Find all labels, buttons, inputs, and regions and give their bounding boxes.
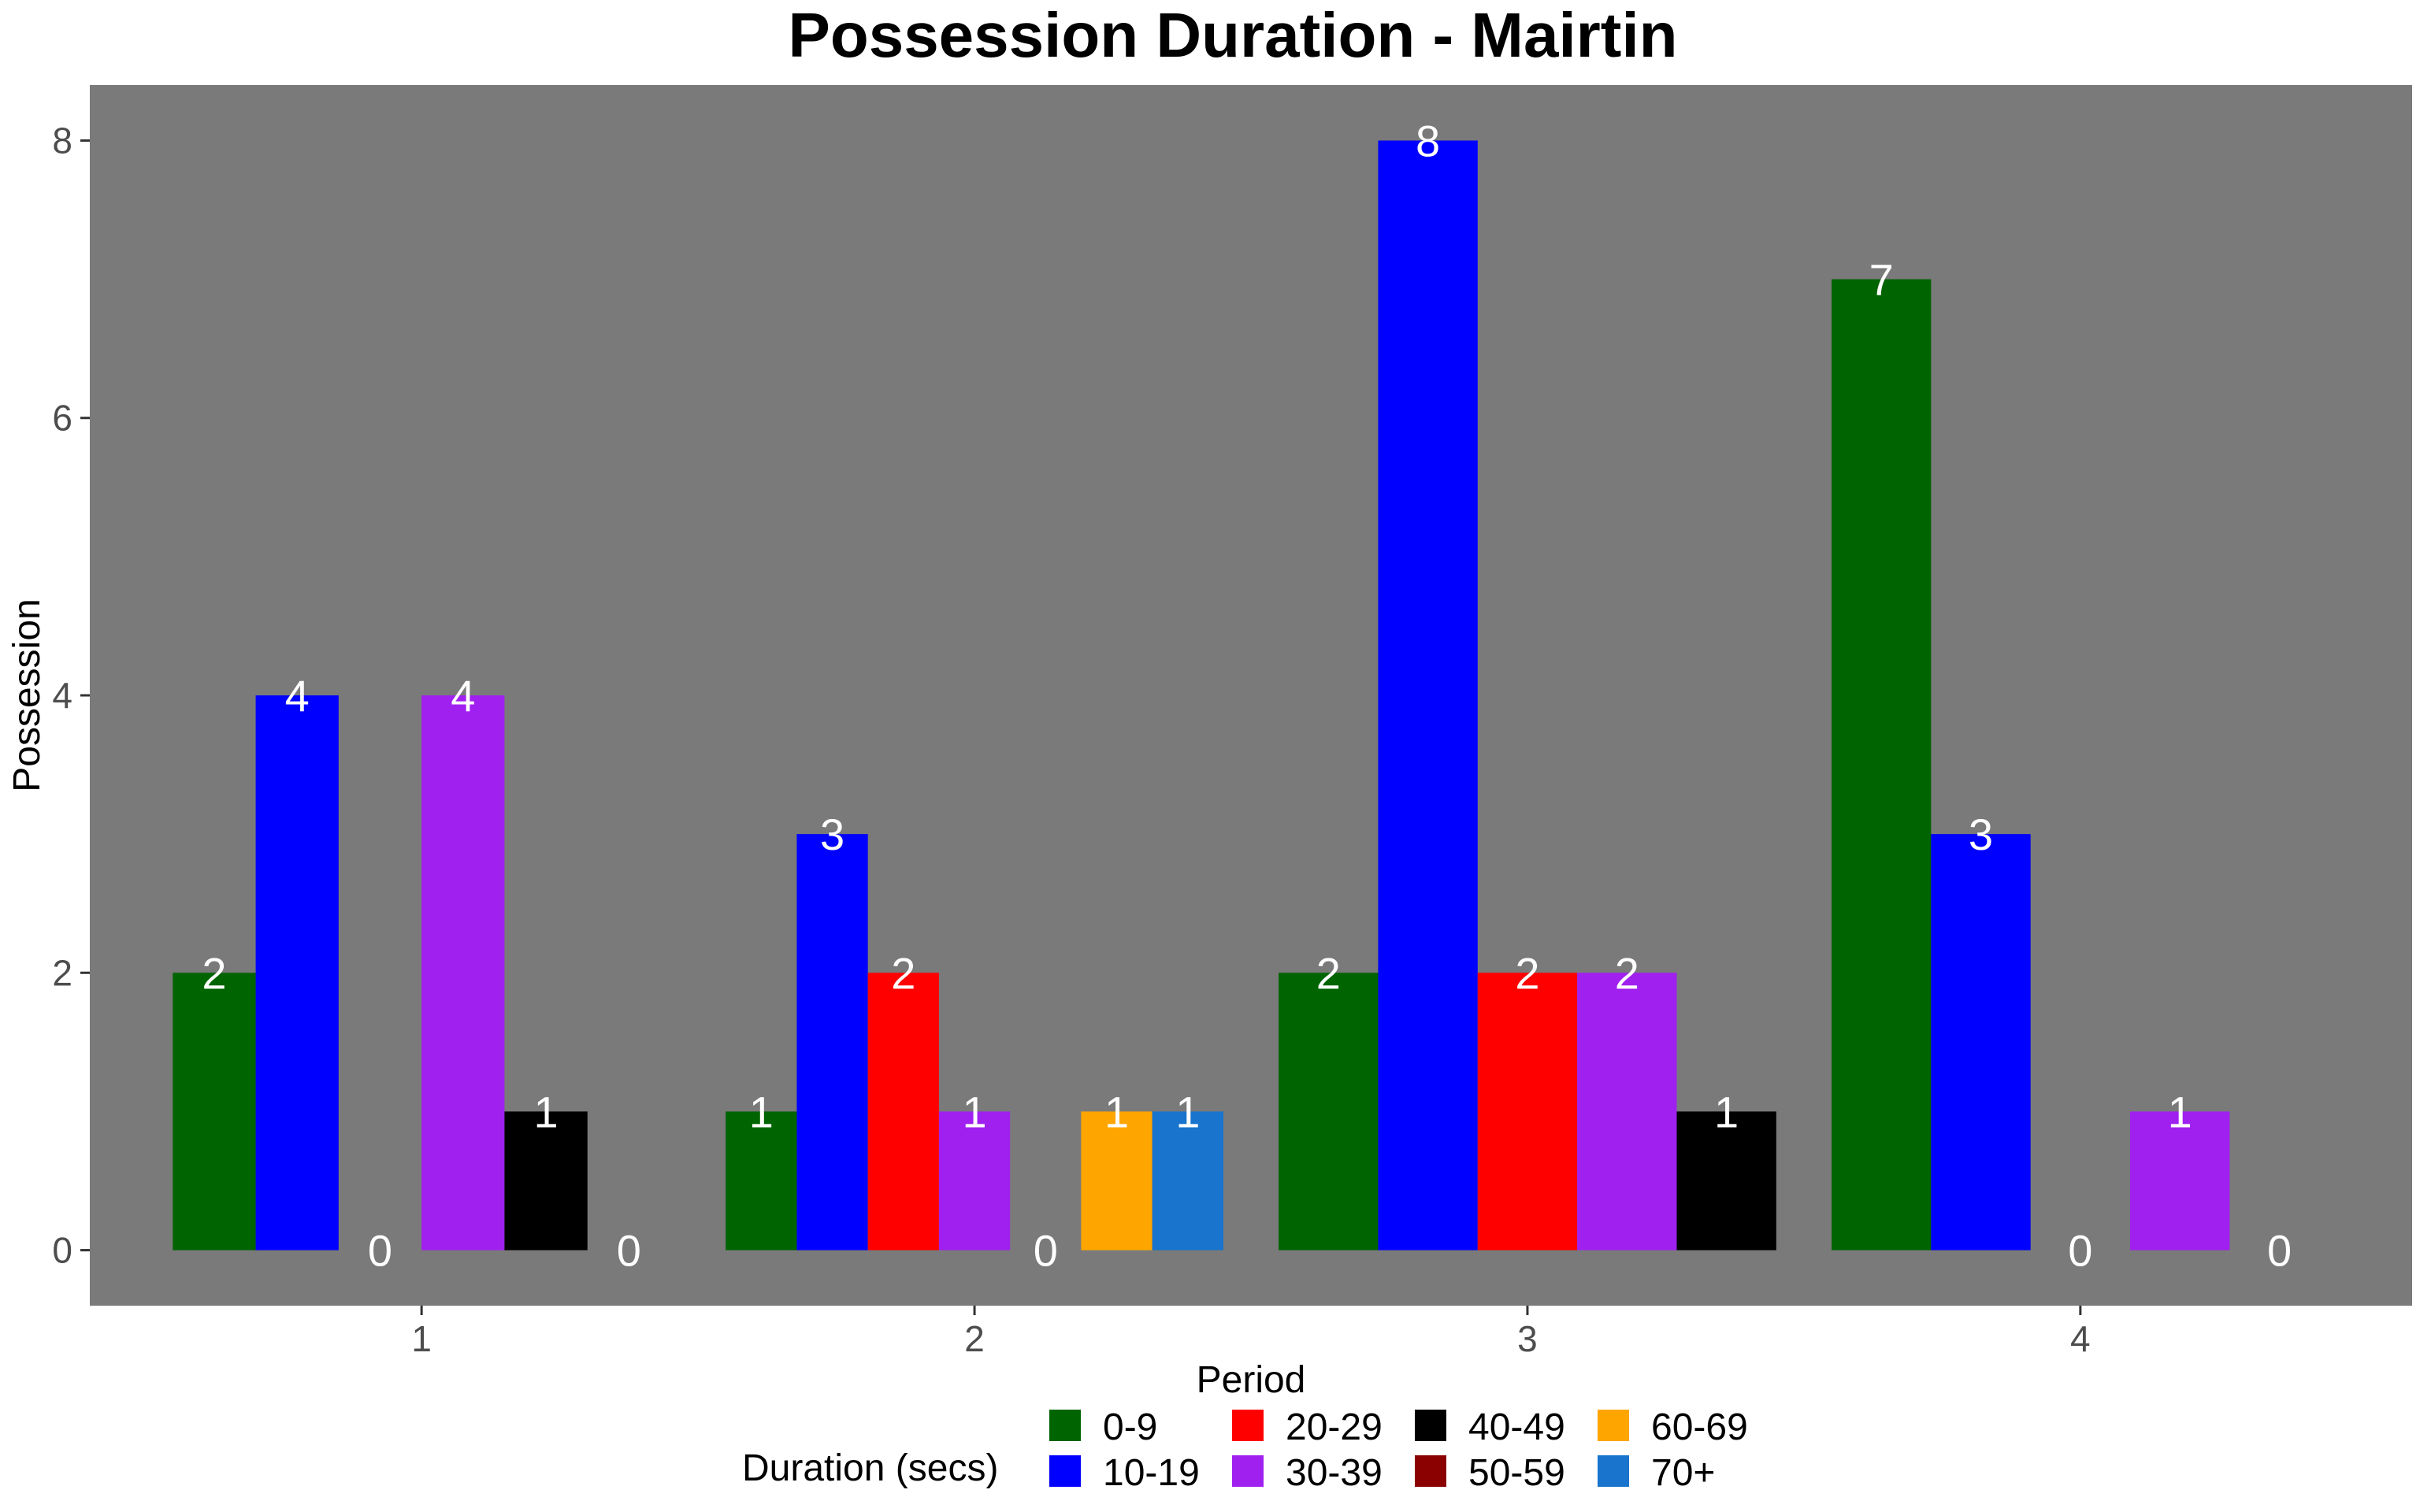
bar-value-label: 1 (1175, 1087, 1200, 1136)
bar (2130, 1111, 2230, 1251)
chart-title: Possession Duration - Mairtin (788, 0, 1677, 70)
bars (173, 140, 2230, 1251)
legend-label: 10-19 (1103, 1452, 1200, 1494)
bar (1676, 1111, 1776, 1251)
bar (421, 695, 505, 1251)
bar-value-label: 1 (533, 1087, 558, 1136)
bar (1081, 1111, 1152, 1251)
bar-value-label: 0 (1034, 1226, 1058, 1276)
legend-swatch (1232, 1455, 1264, 1487)
legend-swatch (1049, 1410, 1081, 1441)
bar-value-label: 4 (451, 671, 475, 721)
y-tick-label: 6 (52, 398, 72, 439)
bar-value-label: 7 (1869, 255, 1894, 305)
bar (255, 695, 339, 1251)
bar-value-label: 2 (202, 948, 226, 998)
y-tick-label: 2 (52, 952, 72, 993)
bar (938, 1111, 1011, 1251)
bar-value-label: 3 (820, 810, 844, 859)
bar (1279, 973, 1379, 1251)
bar-value-label: 1 (1714, 1087, 1739, 1136)
x-tick-label: 3 (1517, 1318, 1538, 1359)
bar-value-label: 8 (1416, 116, 1440, 165)
bar-value-label: 4 (285, 671, 310, 721)
legend-swatch (1598, 1410, 1629, 1441)
legend-label: 60-69 (1651, 1406, 1748, 1448)
legend-label: 40-49 (1468, 1406, 1565, 1448)
bar (173, 973, 256, 1251)
y-tick-label: 0 (52, 1230, 72, 1271)
x-axis: 1 2 3 4 (411, 1306, 2091, 1359)
bar-value-label: 1 (962, 1087, 986, 1136)
legend-label: 20-29 (1286, 1406, 1383, 1448)
y-tick-label: 8 (52, 120, 72, 161)
bar-value-label: 2 (1515, 948, 1539, 998)
legend-title: Duration (secs) (742, 1447, 998, 1489)
bar-value-label: 2 (891, 948, 915, 998)
bar (726, 1111, 797, 1251)
legend-label: 70+ (1651, 1452, 1715, 1494)
bar-value-label: 2 (1316, 948, 1341, 998)
bar-value-label: 2 (1615, 948, 1639, 998)
bar-value-label: 1 (1104, 1087, 1129, 1136)
bar (867, 973, 939, 1251)
bar-value-label: 3 (1969, 810, 1993, 859)
legend-swatch (1598, 1455, 1629, 1487)
bar (1152, 1111, 1223, 1251)
legend-swatch (1415, 1455, 1446, 1487)
x-tick-label: 1 (411, 1318, 432, 1359)
legend-swatch (1232, 1410, 1264, 1441)
legend-swatch (1415, 1410, 1446, 1441)
bar-value-label: 0 (2068, 1226, 2092, 1276)
legend-label: 0-9 (1103, 1406, 1157, 1448)
bar (1378, 140, 1478, 1251)
bar (1931, 834, 2031, 1251)
y-tick-label: 4 (52, 675, 72, 716)
x-tick-label: 4 (2070, 1318, 2091, 1359)
bar (1477, 973, 1578, 1251)
bar-value-label: 0 (617, 1226, 641, 1276)
bar-value-label: 1 (2168, 1087, 2192, 1136)
x-tick-label: 2 (964, 1318, 985, 1359)
legend-swatch (1049, 1455, 1081, 1487)
y-axis-title: Possession (6, 598, 48, 791)
x-axis-title: Period (1197, 1359, 1306, 1401)
y-axis: 0 2 4 6 8 (52, 120, 90, 1271)
legend-label: 50-59 (1468, 1452, 1565, 1494)
bar-value-label: 0 (2267, 1226, 2292, 1276)
bar-value-label: 1 (749, 1087, 774, 1136)
bar (504, 1111, 588, 1251)
bar (1832, 279, 1932, 1251)
legend-label: 30-39 (1286, 1452, 1383, 1494)
bar-value-label: 0 (368, 1226, 392, 1276)
bar (796, 834, 868, 1251)
bar (1577, 973, 1677, 1251)
